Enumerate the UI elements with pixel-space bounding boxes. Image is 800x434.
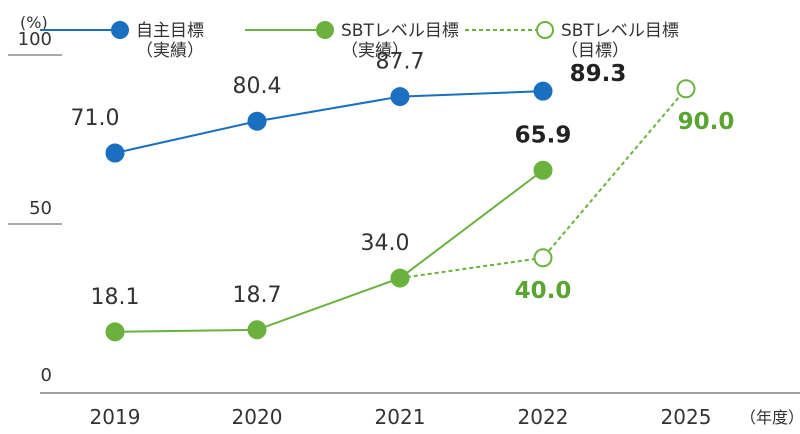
data-label: 87.7	[376, 50, 425, 75]
legend-label: 自主目標	[136, 21, 204, 41]
legend-marker	[111, 21, 129, 39]
legend-label: （実績）	[341, 41, 409, 61]
x-tick-label: 2020	[232, 405, 283, 429]
legend-marker	[536, 21, 554, 39]
data-point	[533, 248, 553, 268]
y-tick-label: 50	[29, 198, 52, 219]
data-point	[105, 143, 125, 163]
legend-label: SBTレベル目標	[561, 21, 679, 41]
data-label: 18.7	[233, 283, 282, 308]
x-tick-label: 2022	[518, 405, 569, 429]
legend-label: （目標）	[561, 41, 629, 61]
x-tick-label: 2021	[375, 405, 426, 429]
data-point	[390, 268, 410, 288]
legend-marker	[316, 21, 334, 39]
data-label: 71.0	[71, 106, 120, 131]
series-line-0	[114, 90, 544, 154]
data-label: 65.9	[515, 122, 572, 148]
data-point	[247, 111, 267, 131]
data-point	[390, 87, 410, 107]
data-label: 80.4	[233, 74, 282, 99]
data-point	[105, 322, 125, 342]
x-tick-label: 2025	[661, 405, 712, 429]
y-tick-label: 100	[18, 29, 52, 50]
data-label: 90.0	[678, 109, 735, 135]
data-label: 89.3	[570, 61, 627, 87]
data-point	[247, 320, 267, 340]
data-point	[533, 81, 553, 101]
data-point	[533, 160, 553, 180]
data-label: 34.0	[361, 231, 410, 256]
legend-label: SBTレベル目標	[341, 21, 459, 41]
data-point	[676, 79, 696, 99]
series-line-1	[114, 169, 544, 333]
legend-label: （実績）	[136, 41, 204, 61]
data-label: 18.1	[91, 285, 140, 310]
data-label: 40.0	[515, 278, 572, 304]
x-tick-label: 2019	[90, 405, 141, 429]
y-unit-label: (%)	[20, 13, 48, 32]
y-tick-label: 0	[41, 365, 52, 386]
x-unit-label: （年度）	[740, 408, 800, 427]
